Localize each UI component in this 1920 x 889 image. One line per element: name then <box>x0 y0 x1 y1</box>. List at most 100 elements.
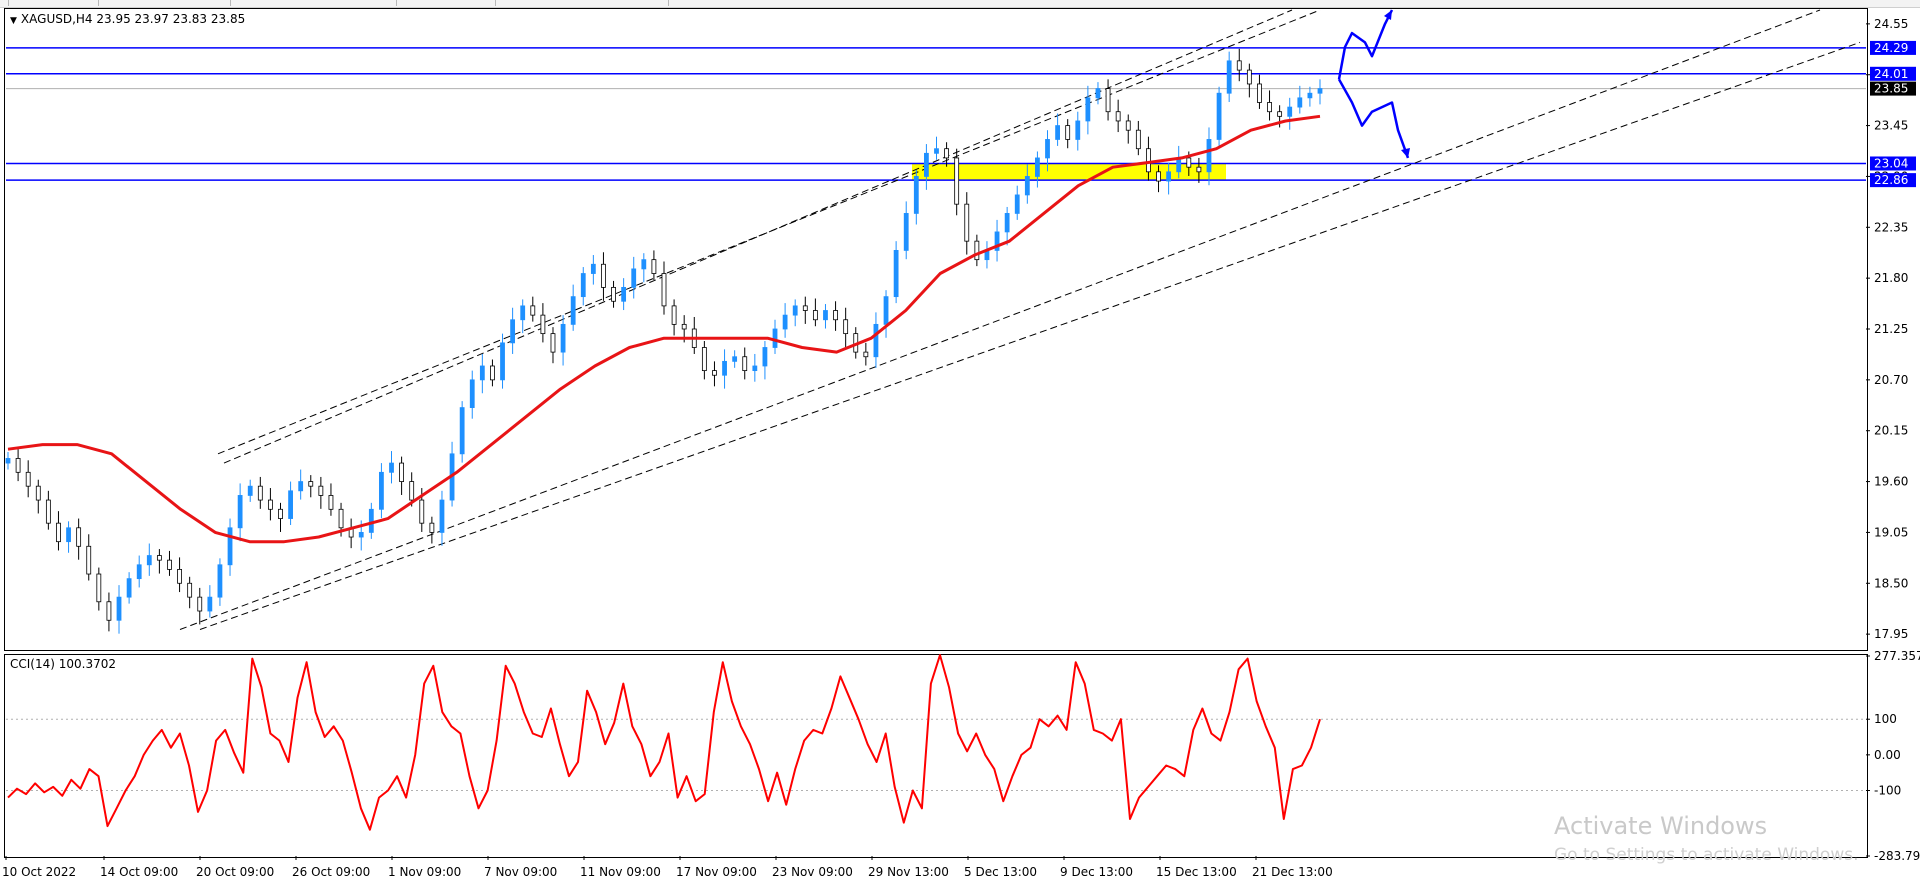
channel-trend-line <box>179 9 1821 630</box>
cci-axis-label: 277.357 <box>1874 649 1920 663</box>
candle-body <box>510 319 516 344</box>
candle-body <box>5 458 11 464</box>
candle-body <box>641 259 647 270</box>
candle-body <box>247 485 253 496</box>
level-price-tag <box>1870 66 1916 81</box>
candle-body <box>883 296 889 325</box>
candle-body <box>1226 60 1232 94</box>
candle-body <box>379 471 384 510</box>
candle-body <box>298 481 304 492</box>
candle-body <box>611 286 616 302</box>
candle-body <box>540 314 546 335</box>
candle-body <box>1236 60 1242 71</box>
symbol-info-label: ▼ XAGUSD,H4 23.95 23.97 23.83 23.85 <box>10 12 245 26</box>
cci-indicator-label: CCI(14) 100.3702 <box>10 657 117 671</box>
candle-body <box>823 310 828 321</box>
price-axis-label: 20.15 <box>1874 424 1908 438</box>
price-axis-label: 19.05 <box>1874 525 1908 539</box>
candle-body <box>1024 176 1030 196</box>
candle-body <box>328 495 334 510</box>
candle-body <box>843 319 849 335</box>
candle-body <box>106 601 112 621</box>
candle-body <box>1246 69 1252 85</box>
candle-body <box>1216 92 1222 140</box>
level-price-tag-label: 24.29 <box>1874 41 1908 55</box>
collapse-triangle-icon[interactable]: ▼ <box>10 16 17 26</box>
candle-body <box>409 481 415 501</box>
time-axis-label: 21 Dec 13:00 <box>1252 865 1333 879</box>
moving-average-line <box>7 114 1321 544</box>
candle-body <box>742 356 748 372</box>
time-axis-label: 15 Dec 13:00 <box>1156 865 1237 879</box>
time-axis-label: 26 Oct 09:00 <box>292 865 370 879</box>
candle-body <box>490 365 495 381</box>
candle-body <box>1115 111 1121 122</box>
candle-body <box>712 370 717 376</box>
candle-body <box>25 471 31 487</box>
candle-body <box>126 578 132 598</box>
candle-body <box>661 273 667 307</box>
time-axis-label: 17 Nov 09:00 <box>676 865 757 879</box>
toolbar-separator <box>668 0 669 6</box>
time-axis-label: 14 Oct 09:00 <box>100 865 178 879</box>
candle-body <box>1035 157 1040 177</box>
cci-indicator-panel[interactable] <box>4 654 1868 858</box>
candle-body <box>96 573 102 603</box>
candle-body <box>924 152 929 177</box>
top-toolbar-strip <box>0 0 1920 8</box>
candle-body <box>318 485 324 496</box>
candle-body <box>1156 171 1161 182</box>
price-axis-label: 19.60 <box>1874 475 1908 489</box>
candle-body <box>893 250 899 298</box>
candle-body <box>1307 92 1313 99</box>
candle-body <box>944 148 949 159</box>
candle-body <box>237 495 243 529</box>
time-axis-label: 10 Oct 2022 <box>2 865 76 879</box>
level-price-tag-label: 22.86 <box>1874 173 1908 187</box>
candle-body <box>1186 157 1192 168</box>
candle-body <box>358 532 364 538</box>
candle-body <box>278 508 283 519</box>
candle-body <box>1135 129 1141 150</box>
price-axis-label: 21.80 <box>1874 271 1908 285</box>
toolbar-separator <box>230 0 231 6</box>
candle-body <box>156 555 162 561</box>
price-axis-label: 21.25 <box>1874 322 1908 336</box>
candle-body <box>257 485 263 501</box>
candle-body <box>964 203 970 242</box>
candle-body <box>469 379 475 408</box>
candle-body <box>136 564 142 580</box>
candle-body <box>35 485 41 501</box>
candle-body <box>873 323 879 358</box>
candle-body <box>1166 171 1172 182</box>
symbol-info-text: XAGUSD,H4 23.95 23.97 23.83 23.85 <box>20 12 246 26</box>
candle-body <box>1267 102 1272 113</box>
time-axis-label: 23 Nov 09:00 <box>772 865 853 879</box>
candle-body <box>722 360 727 376</box>
candle-body <box>1317 88 1323 94</box>
price-axis-label: 18.50 <box>1874 576 1908 590</box>
candle-body <box>994 231 1000 251</box>
candle-body <box>419 499 425 524</box>
cci-line <box>7 654 1321 831</box>
candle-body <box>1257 83 1262 103</box>
candle-body <box>601 263 606 288</box>
time-axis-label: 11 Nov 09:00 <box>580 865 661 879</box>
current-price-tag-label: 23.85 <box>1874 82 1908 96</box>
candle-body <box>1014 194 1020 214</box>
candle-body <box>1004 213 1010 233</box>
level-price-tag <box>1870 173 1916 188</box>
candle-body <box>974 240 980 261</box>
candle-body <box>1065 125 1071 140</box>
candle-body <box>772 328 778 348</box>
candle-body <box>833 310 838 321</box>
candle-body <box>550 333 556 353</box>
candle-body <box>207 596 213 612</box>
candle-body <box>368 508 374 533</box>
candle-body <box>66 527 71 543</box>
candle-body <box>520 305 526 321</box>
time-axis-label: 29 Nov 13:00 <box>868 865 949 879</box>
candle-body <box>762 347 768 367</box>
candle-body <box>1196 166 1202 173</box>
